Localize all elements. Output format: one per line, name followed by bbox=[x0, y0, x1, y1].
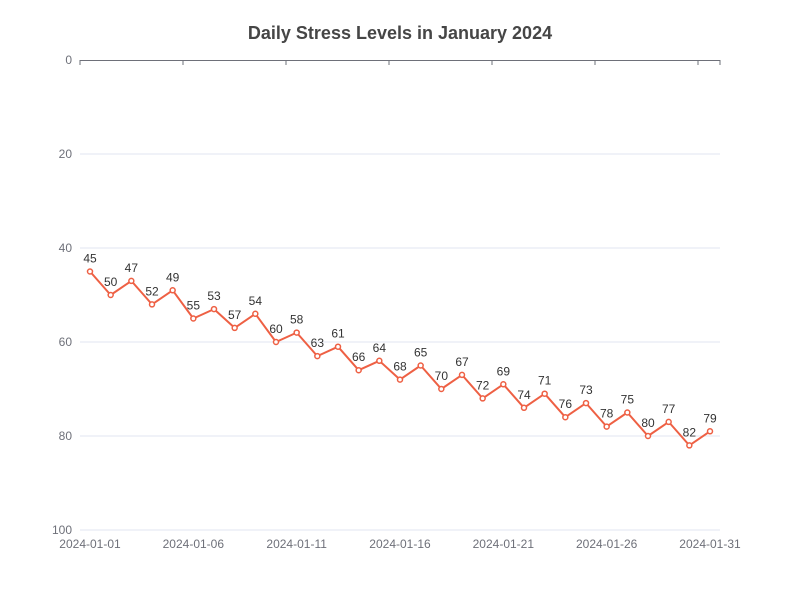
data-point[interactable] bbox=[706, 428, 714, 435]
data-point[interactable] bbox=[603, 423, 610, 430]
data-points bbox=[86, 268, 714, 449]
series-line-group bbox=[89, 270, 711, 447]
data-point[interactable] bbox=[624, 409, 631, 416]
data-point[interactable] bbox=[644, 432, 652, 440]
data-label: 77 bbox=[662, 402, 676, 416]
data-point[interactable] bbox=[107, 291, 114, 299]
chart-title: Daily Stress Levels in January 2024 bbox=[248, 23, 552, 43]
data-point[interactable] bbox=[541, 390, 548, 397]
y-tick-label: 20 bbox=[59, 147, 73, 161]
data-point[interactable] bbox=[314, 352, 321, 360]
data-label: 45 bbox=[83, 252, 97, 266]
data-label: 54 bbox=[249, 294, 263, 308]
data-label: 63 bbox=[311, 336, 325, 350]
data-label: 52 bbox=[145, 284, 159, 298]
data-point[interactable] bbox=[396, 376, 404, 383]
data-label: 60 bbox=[269, 322, 283, 336]
data-label: 76 bbox=[559, 397, 573, 411]
grid-lines bbox=[80, 153, 720, 531]
x-axis bbox=[79, 60, 721, 65]
data-label: 73 bbox=[579, 383, 593, 397]
data-label: 47 bbox=[125, 261, 139, 275]
data-label: 71 bbox=[538, 374, 552, 388]
data-label: 80 bbox=[641, 416, 655, 430]
data-label: 72 bbox=[476, 378, 490, 392]
data-point[interactable] bbox=[582, 399, 590, 407]
data-label: 55 bbox=[187, 299, 201, 313]
data-label: 65 bbox=[414, 346, 428, 360]
data-label: 64 bbox=[373, 341, 387, 355]
data-point[interactable] bbox=[417, 362, 424, 369]
x-tick-label: 2024-01-16 bbox=[369, 537, 431, 551]
data-point[interactable] bbox=[376, 357, 383, 365]
data-point[interactable] bbox=[252, 310, 259, 318]
x-tick-label: 2024-01-01 bbox=[59, 537, 121, 551]
x-tick-label: 2024-01-06 bbox=[163, 537, 225, 551]
series-line bbox=[89, 270, 711, 447]
data-labels: 45 50 47 52 49 55 53 57 54 60 58 63 61 66 64 68 65 70 67 72… bbox=[83, 252, 717, 440]
data-point[interactable] bbox=[520, 404, 528, 412]
data-point[interactable] bbox=[86, 268, 94, 275]
data-point[interactable] bbox=[665, 418, 672, 426]
y-tick-label: 40 bbox=[59, 241, 73, 255]
data-label: 69 bbox=[497, 364, 511, 378]
data-label: 70 bbox=[435, 369, 449, 383]
x-tick-label: 2024-01-26 bbox=[576, 537, 638, 551]
x-tick-label: 2024-01-11 bbox=[266, 537, 327, 551]
data-point[interactable] bbox=[231, 324, 238, 332]
data-point[interactable] bbox=[293, 329, 300, 336]
data-label: 58 bbox=[290, 313, 304, 327]
x-axis-tick-labels: 2024-01-01 2024-01-06 2024-01-11 2024-01-16… bbox=[59, 537, 741, 551]
data-label: 61 bbox=[331, 327, 345, 341]
x-tick-label: 2024-01-31 bbox=[679, 537, 741, 551]
y-tick-label: 80 bbox=[59, 429, 73, 443]
y-tick-label: 60 bbox=[59, 335, 73, 349]
data-point[interactable] bbox=[458, 371, 466, 379]
data-point[interactable] bbox=[128, 277, 135, 285]
y-tick-label: 0 bbox=[65, 53, 72, 67]
x-tick-label: 2024-01-21 bbox=[473, 537, 535, 551]
data-label: 53 bbox=[207, 289, 221, 303]
data-label: 57 bbox=[228, 308, 242, 322]
data-label: 79 bbox=[703, 411, 717, 425]
data-label: 75 bbox=[621, 393, 635, 407]
y-axis-tick-labels: 0 20 40 60 80 100 bbox=[52, 53, 72, 537]
data-label: 78 bbox=[600, 407, 614, 421]
data-point[interactable] bbox=[169, 287, 176, 294]
data-label: 68 bbox=[393, 360, 407, 374]
data-label: 82 bbox=[683, 425, 697, 439]
y-tick-label: 100 bbox=[52, 523, 72, 537]
data-point[interactable] bbox=[562, 413, 569, 421]
data-point[interactable] bbox=[210, 305, 218, 313]
data-label: 66 bbox=[352, 350, 366, 364]
data-label: 50 bbox=[104, 275, 118, 289]
data-point[interactable] bbox=[334, 343, 342, 350]
data-point[interactable] bbox=[686, 442, 693, 449]
data-label: 49 bbox=[166, 270, 180, 284]
data-point[interactable] bbox=[190, 315, 197, 322]
data-point[interactable] bbox=[272, 338, 280, 346]
data-label: 74 bbox=[517, 388, 531, 402]
data-label: 67 bbox=[455, 355, 469, 369]
data-point[interactable] bbox=[148, 301, 156, 308]
data-point[interactable] bbox=[355, 366, 362, 374]
data-point[interactable] bbox=[438, 385, 445, 393]
data-point[interactable] bbox=[500, 381, 507, 388]
data-point[interactable] bbox=[479, 395, 486, 402]
